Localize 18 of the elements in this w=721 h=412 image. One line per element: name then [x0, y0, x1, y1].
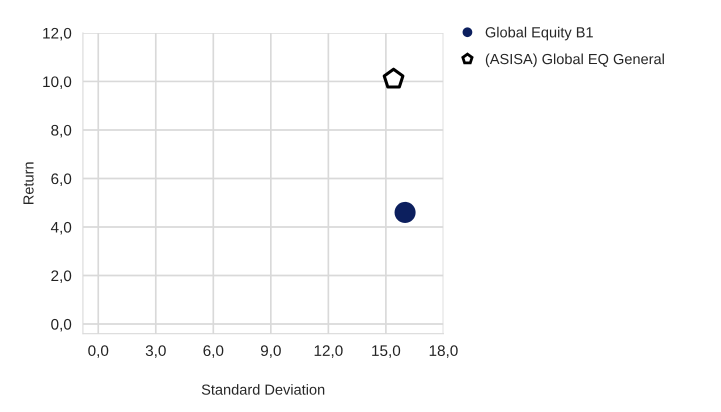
x-tick-label: 15,0 [372, 345, 400, 358]
y-tick-label: 2,0 [51, 270, 72, 283]
x-tick-label: 3,0 [146, 345, 166, 358]
x-tick-label: 18,0 [430, 345, 458, 358]
legend-label: Global Equity B1 [486, 26, 593, 40]
x-tick-label: 9,0 [260, 345, 281, 358]
y-tick-label: 12,0 [43, 28, 72, 40]
x-tick-label: 0,0 [88, 345, 108, 358]
x-tick-label: 6,0 [203, 345, 224, 358]
y-tick-label: 8,0 [51, 124, 72, 138]
y-tick-label: 4,0 [50, 222, 72, 234]
x-axis-title: Standard Deviation [202, 384, 324, 395]
y-tick-label: 6,0 [51, 173, 72, 186]
y-tick-label: 10,0 [43, 76, 72, 89]
y-tick-label: 0,0 [51, 318, 72, 332]
y-axis-title: Return [23, 162, 34, 204]
x-tick-label: 12,0 [314, 345, 343, 358]
legend-label: (ASISA) Global EQ General [486, 53, 664, 68]
